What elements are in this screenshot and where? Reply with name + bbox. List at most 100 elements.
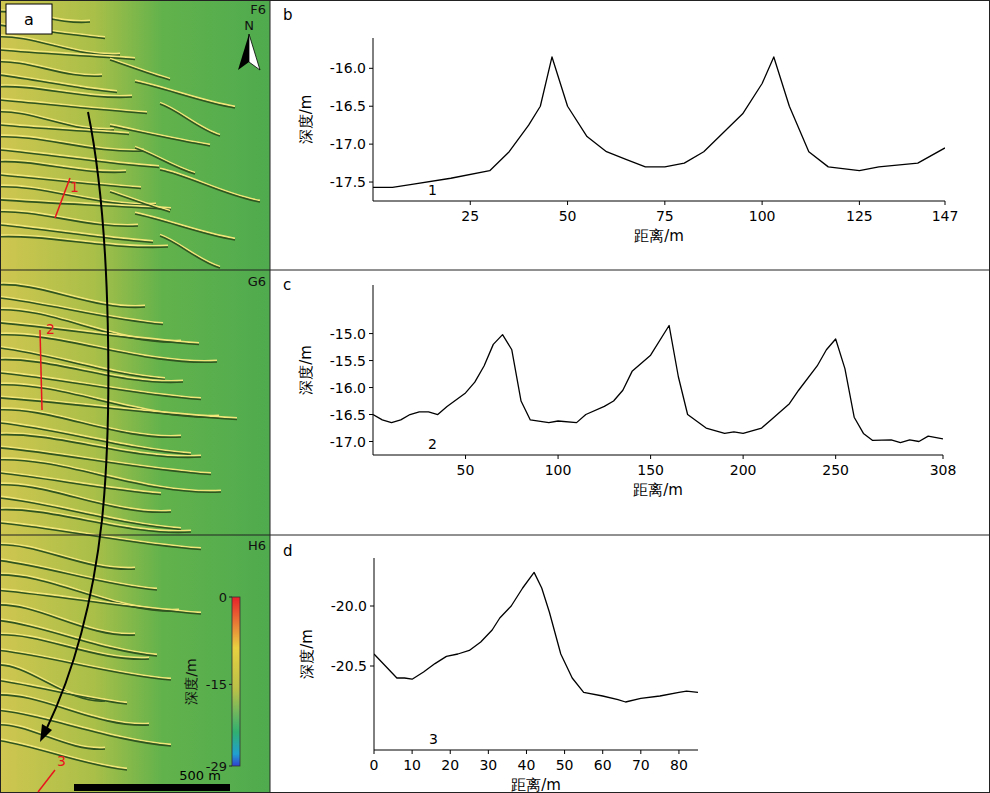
crest-shadow [0, 473, 161, 495]
crest-shadow [0, 360, 183, 383]
x-tick-label: 20 [441, 757, 459, 773]
crest-shadow [0, 545, 135, 569]
colorbar-tick-label: -15 [206, 677, 227, 692]
profile-number: 2 [428, 436, 437, 452]
x-tick [762, 201, 763, 205]
crest-light [135, 212, 235, 238]
plot-data [373, 325, 943, 442]
y-tick-label: -20.5 [331, 658, 367, 674]
crest-shadow [135, 214, 235, 240]
panel-letter: d [283, 542, 293, 560]
x-tick-label: 308 [930, 462, 957, 478]
x-tick-label: 125 [846, 208, 873, 224]
y-axis [373, 38, 374, 201]
crest-light [110, 190, 170, 210]
arrow-head [40, 724, 52, 742]
plot-data [374, 572, 698, 702]
crest-light [0, 408, 181, 436]
y-tick-label: -17.0 [330, 434, 366, 450]
frame [1, 1, 990, 793]
x-tick [465, 455, 466, 459]
y-tick-label: -17.0 [330, 136, 366, 152]
x-tick-label: 200 [730, 462, 757, 478]
colorbar-tick [229, 597, 232, 598]
tile-label: F6 [250, 2, 266, 17]
crest-shadow [0, 590, 201, 614]
x-tick-label: 50 [457, 462, 475, 478]
panel: -16.0-16.5-17.0-17.5255075100125147距离/m深… [283, 6, 958, 245]
panel: -15.0 -15.5 -16.0 -16.5 -17.0 50 100 150 200 250 3… [283, 276, 956, 499]
north-arrow [238, 34, 249, 70]
crest-light [0, 48, 135, 58]
y-tick-label: -20.0 [331, 598, 367, 614]
y-axis-title: 深度/m [297, 95, 315, 145]
panel: -20.0-20.501020304050607080距离/m深度/md3 [283, 542, 698, 793]
y-tick [369, 182, 373, 183]
crest-shadow [0, 212, 138, 227]
crest-light [135, 146, 195, 172]
crest-light [0, 396, 237, 418]
y-tick-label: -16.0 [330, 380, 366, 396]
profile-label: 2 [46, 321, 55, 337]
crest-light [0, 421, 191, 453]
crest-shadow [0, 237, 168, 248]
crest-light [0, 648, 171, 678]
crest-shadow [0, 150, 159, 168]
x-axis [373, 455, 943, 456]
x-tick-label: 150 [637, 462, 664, 478]
x-tick [835, 455, 836, 459]
crest-light [0, 496, 181, 528]
y-tick-label: -16.5 [330, 98, 366, 114]
crest-light [0, 98, 147, 112]
colorbar-tick [229, 766, 232, 767]
x-tick [678, 750, 679, 754]
panel-letter-box [6, 4, 52, 34]
profile-curve [373, 325, 943, 442]
x-tick-label: 80 [670, 757, 688, 773]
x-tick [943, 455, 944, 459]
crest-shadow [135, 82, 235, 108]
x-tick [859, 201, 860, 205]
x-tick-label: 100 [545, 462, 572, 478]
y-tick [369, 441, 373, 442]
profile-line [40, 330, 42, 410]
y-tick-label: -15.0 [330, 326, 366, 342]
crest-shadow [110, 192, 170, 212]
x-tick [526, 750, 527, 754]
crest-shadow [0, 398, 237, 420]
crest-light [0, 321, 199, 343]
y-tick-label: -16.5 [330, 407, 366, 423]
x-tick [450, 750, 451, 754]
crest-shadow [0, 725, 105, 749]
x-tick-label: 100 [749, 208, 776, 224]
crest-shadow [0, 100, 147, 114]
crest-shadow [160, 236, 220, 268]
x-tick [412, 750, 413, 754]
crest-shadow [0, 62, 102, 77]
profile-curve [374, 572, 698, 702]
y-axis-title: 深度/m [298, 629, 316, 679]
x-tick [650, 455, 651, 459]
x-axis-title: 距离/m [634, 227, 684, 245]
crest-shadow [0, 125, 129, 135]
x-tick [640, 750, 641, 754]
crest-shadow [0, 50, 135, 60]
x-tick-label: 250 [822, 462, 849, 478]
crest-shadow [110, 126, 210, 146]
y-tick-label: -15.5 [330, 353, 366, 369]
crest-shadow [0, 740, 127, 770]
x-tick-label: 147 [932, 208, 959, 224]
profile-curve [373, 57, 945, 187]
x-tick-label: 0 [370, 757, 379, 773]
crest-shadow [0, 87, 132, 98]
crest-light [0, 471, 161, 493]
panel-letter: a [24, 10, 34, 29]
profile-label: 1 [70, 179, 79, 195]
map [0, 0, 270, 793]
panel-letter: b [283, 6, 293, 24]
y-tick [369, 144, 373, 145]
x-tick-label: 30 [479, 757, 497, 773]
profile-number: 3 [429, 731, 438, 747]
crest-shadow [0, 510, 191, 533]
crest-light [0, 223, 153, 241]
